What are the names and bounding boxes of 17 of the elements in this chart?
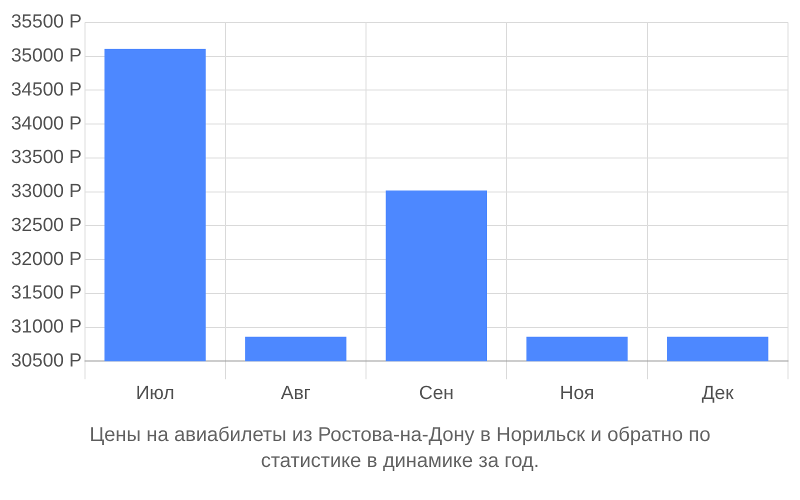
y-tick-label: 35500 Р: [10, 12, 82, 33]
y-tick-label: 33000 Р: [10, 181, 82, 202]
y-tick-label: 31000 Р: [10, 316, 82, 338]
y-tick-label: 32500 Р: [10, 214, 82, 236]
x-tick-label: Июл: [136, 382, 174, 404]
x-tick-label: Дек: [702, 382, 734, 404]
y-tick-label: 34000 Р: [10, 113, 82, 134]
y-tick-label: 35000 Р: [10, 46, 82, 67]
x-tick-label: Ноя: [560, 382, 594, 404]
x-tick-label: Сен: [419, 382, 454, 404]
x-tick-label: Авг: [280, 382, 311, 404]
y-tick-label: 30500 Р: [10, 350, 82, 372]
text: Цены на авиабилеты из Ростова-на-Дону в Норильск и обратно по статистике в динамике за год.: [88, 423, 712, 474]
y-tick-label: 34500 Р: [10, 79, 82, 100]
y-tick-label: 32000 Р: [10, 248, 82, 270]
y-tick-label: 31500 Р: [10, 282, 82, 304]
y-tick-label: 33500 Р: [10, 147, 82, 168]
